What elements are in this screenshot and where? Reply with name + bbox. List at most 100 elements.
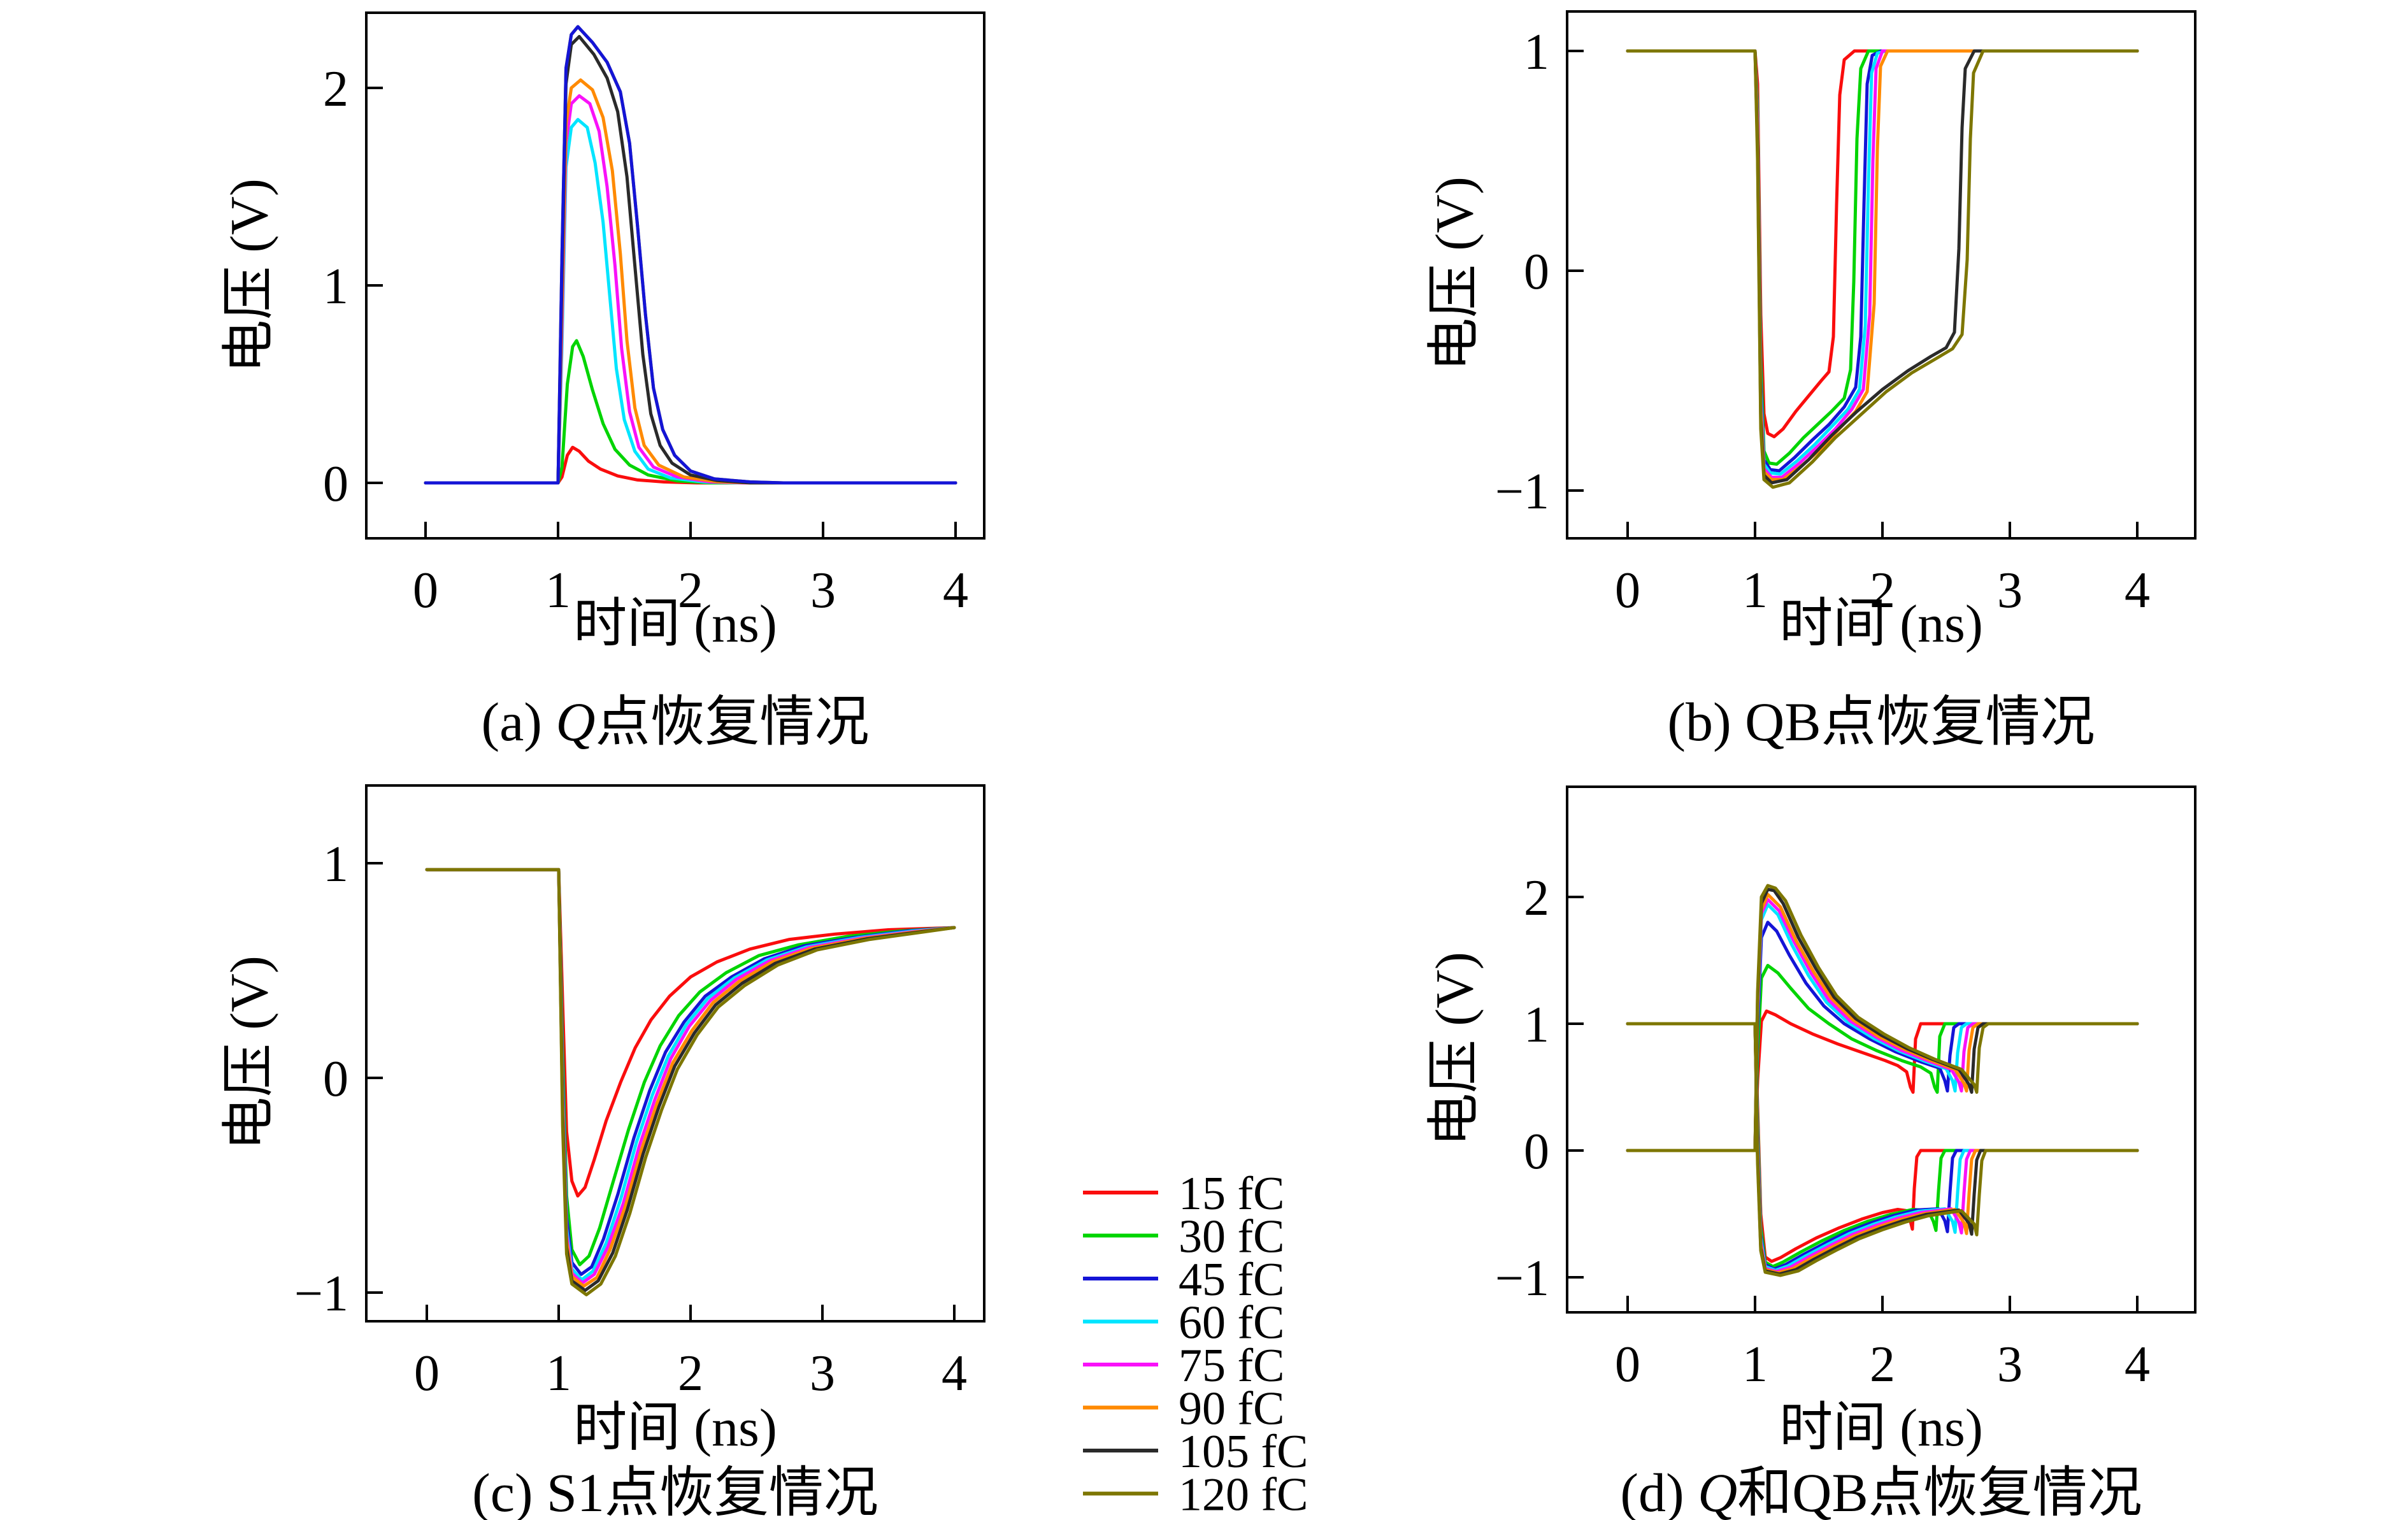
series-line-120-fc-qb <box>1626 49 2139 489</box>
legend-item: 15 fC <box>1083 1168 1285 1220</box>
x-tick-label-a: 0 <box>413 563 438 619</box>
chart-b: 0 1 2 3 4 −1 0 1 <box>1495 10 2197 619</box>
y-tick-label-d: 2 <box>1524 870 1549 926</box>
x-tick-label-a: 1 <box>545 563 571 619</box>
series-line-120-fc-s1 <box>425 868 956 1296</box>
series-line-45-fc-q <box>424 25 957 485</box>
y-tick-label-d: 0 <box>1524 1124 1549 1180</box>
series-line-15-fc-q <box>424 445 957 485</box>
y-tick-label-c: 0 <box>323 1051 348 1107</box>
y-tick-label-b: 0 <box>1524 244 1549 300</box>
series-line-105-fc-q <box>424 34 957 485</box>
x-tick-label-d: 2 <box>1870 1337 1895 1393</box>
series-line-30-fc-q <box>424 339 957 485</box>
y-tick-label-a: 1 <box>323 259 348 315</box>
chart-a: 0 1 2 3 4 0 1 2 <box>323 11 985 619</box>
x-tick-label-d: 4 <box>2125 1337 2150 1393</box>
x-tick-label-c: 2 <box>678 1345 703 1402</box>
y-axis-label-b: 电压 (V) <box>1425 176 1484 371</box>
legend-item: 60 fC <box>1083 1297 1285 1349</box>
series-line-15-fc-qb <box>1626 49 2139 438</box>
x-axis-label-d: 时间 (ns) <box>1779 1398 1983 1458</box>
y-tick-label-b: −1 <box>1495 464 1549 520</box>
x-tick-label-c: 1 <box>546 1345 571 1402</box>
x-tick-label-c: 0 <box>414 1345 440 1402</box>
legend-item: 75 fC <box>1083 1340 1285 1392</box>
series-group-d <box>1626 884 2139 1277</box>
legend-label: 90 fC <box>1179 1383 1285 1435</box>
x-tick-label-b: 4 <box>2125 563 2150 619</box>
series-line-60-fc-q <box>1626 903 2139 1152</box>
y-tick-label-d: −1 <box>1495 1251 1549 1307</box>
y-tick-label-a: 2 <box>323 61 348 117</box>
axes-box-a <box>365 11 985 540</box>
legend-label: 45 fC <box>1179 1254 1285 1306</box>
series-line-45-fc-q <box>1626 921 2139 1152</box>
chart-c: 0 1 2 3 4 −1 0 1 <box>294 784 985 1402</box>
series-line-30-fc-s1 <box>425 868 956 1266</box>
legend-label: 15 fC <box>1179 1168 1285 1220</box>
caption-c: (c) S1点恢复情况 <box>472 1462 878 1520</box>
y-axis-label-d: 电压 (V) <box>1425 952 1484 1147</box>
x-axis-label-c: 时间 (ns) <box>573 1398 777 1458</box>
y-axis-label-c: 电压 (V) <box>220 956 279 1151</box>
legend-label: 60 fC <box>1179 1297 1285 1349</box>
x-tick-label-c: 4 <box>942 1345 967 1402</box>
x-tick-label-a: 2 <box>678 563 703 619</box>
legend-item: 105 fC <box>1083 1426 1308 1478</box>
x-tick-label-b: 3 <box>1997 563 2023 619</box>
series-group-c <box>425 868 956 1296</box>
x-axis-label-a: 时间 (ns) <box>573 594 777 654</box>
series-line-75-fc-q <box>424 94 957 485</box>
series-line-90-fc-qb <box>1626 49 2139 482</box>
series-group-a <box>424 25 957 485</box>
axes-box-d <box>1566 785 2197 1314</box>
x-axis-label-b: 时间 (ns) <box>1779 594 1983 654</box>
y-tick-label-d: 1 <box>1524 997 1549 1053</box>
legend-label: 75 fC <box>1179 1340 1285 1392</box>
series-group-b <box>1626 49 2139 489</box>
x-tick-label-a: 3 <box>810 563 836 619</box>
x-tick-label-a: 4 <box>943 563 968 619</box>
y-tick-label-a: 0 <box>323 456 348 512</box>
x-tick-label-b: 0 <box>1615 563 1640 619</box>
y-tick-label-c: 1 <box>323 836 348 893</box>
series-line-75-fc-qb <box>1626 49 2139 479</box>
x-tick-label-d: 1 <box>1742 1337 1768 1393</box>
legend-label: 120 fC <box>1179 1469 1308 1520</box>
legend-label: 105 fC <box>1179 1426 1308 1478</box>
series-line-105-fc-q <box>1626 887 2139 1152</box>
x-tick-label-b: 1 <box>1742 563 1768 619</box>
series-line-120-fc-q <box>1626 884 2139 1152</box>
legend-item: 90 fC <box>1083 1383 1285 1435</box>
series-line-120-fc-qb <box>1626 1022 2139 1277</box>
legend-item: 45 fC <box>1083 1254 1285 1306</box>
series-line-60-fc-qb <box>1626 49 2139 476</box>
x-tick-label-b: 2 <box>1870 563 1895 619</box>
series-line-30-fc-q <box>1626 964 2139 1152</box>
x-tick-label-d: 3 <box>1997 1337 2023 1393</box>
x-tick-label-c: 3 <box>810 1345 835 1402</box>
series-line-120-fc-q <box>424 25 957 485</box>
series-line-30-fc-qb <box>1626 49 2139 466</box>
legend-item: 120 fC <box>1083 1469 1308 1520</box>
caption-a: (a) Q点恢复情况 <box>481 691 870 752</box>
series-line-90-fc-q <box>424 78 957 485</box>
caption-d: (d) Q和QB点恢复情况 <box>1620 1462 2142 1520</box>
series-line-60-fc-q <box>424 118 957 485</box>
caption-b: (b) QB点恢复情况 <box>1667 691 2095 752</box>
legend-item: 30 fC <box>1083 1211 1285 1263</box>
y-tick-label-b: 1 <box>1524 24 1549 80</box>
chart-d: 0 1 2 3 4 −1 0 1 2 <box>1495 785 2197 1393</box>
series-line-105-fc-qb <box>1626 49 2139 485</box>
series-line-15-fc-s1 <box>425 868 956 1198</box>
axes-box-c <box>365 784 985 1323</box>
y-axis-label-a: 电压 (V) <box>220 178 279 373</box>
series-line-15-fc-q <box>1626 1009 2139 1152</box>
legend-label: 30 fC <box>1179 1211 1285 1263</box>
x-tick-label-d: 0 <box>1615 1337 1640 1393</box>
series-line-45-fc-qb <box>1626 49 2139 473</box>
